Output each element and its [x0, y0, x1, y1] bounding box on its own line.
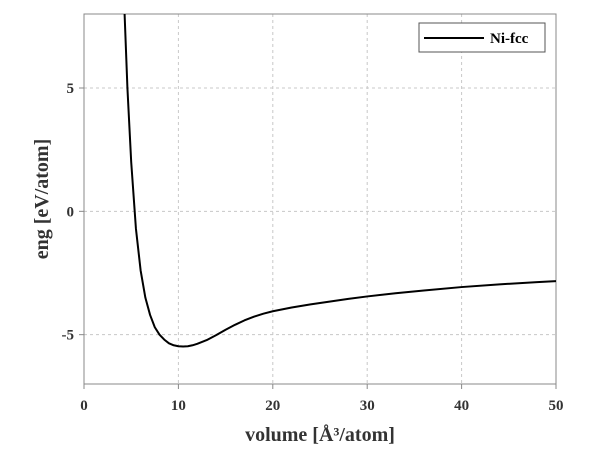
x-tick-label: 50 [549, 398, 564, 414]
legend: Ni-fcc [418, 22, 546, 53]
y-axis-ticks: -5 0 5 [62, 81, 84, 344]
legend-label: Ni-fcc [490, 31, 529, 47]
x-tick-label: 40 [454, 398, 469, 414]
y-tick-label: -5 [62, 328, 75, 344]
x-tick-label: 10 [171, 398, 186, 414]
x-tick-label: 20 [265, 398, 280, 414]
x-axis-ticks: 0 10 20 30 40 50 [80, 384, 564, 414]
grid [84, 14, 556, 384]
x-tick-label: 30 [360, 398, 375, 414]
x-axis-title: volume [Å³/atom] [245, 423, 395, 446]
y-axis-title: eng [eV/atom] [31, 139, 53, 260]
plot-frame [83, 13, 557, 385]
y-tick-label: 0 [67, 204, 75, 220]
series-layer [123, 14, 556, 348]
series-line-0 [123, 14, 556, 348]
y-tick-label: 5 [67, 81, 75, 97]
x-tick-label: 0 [80, 398, 88, 414]
